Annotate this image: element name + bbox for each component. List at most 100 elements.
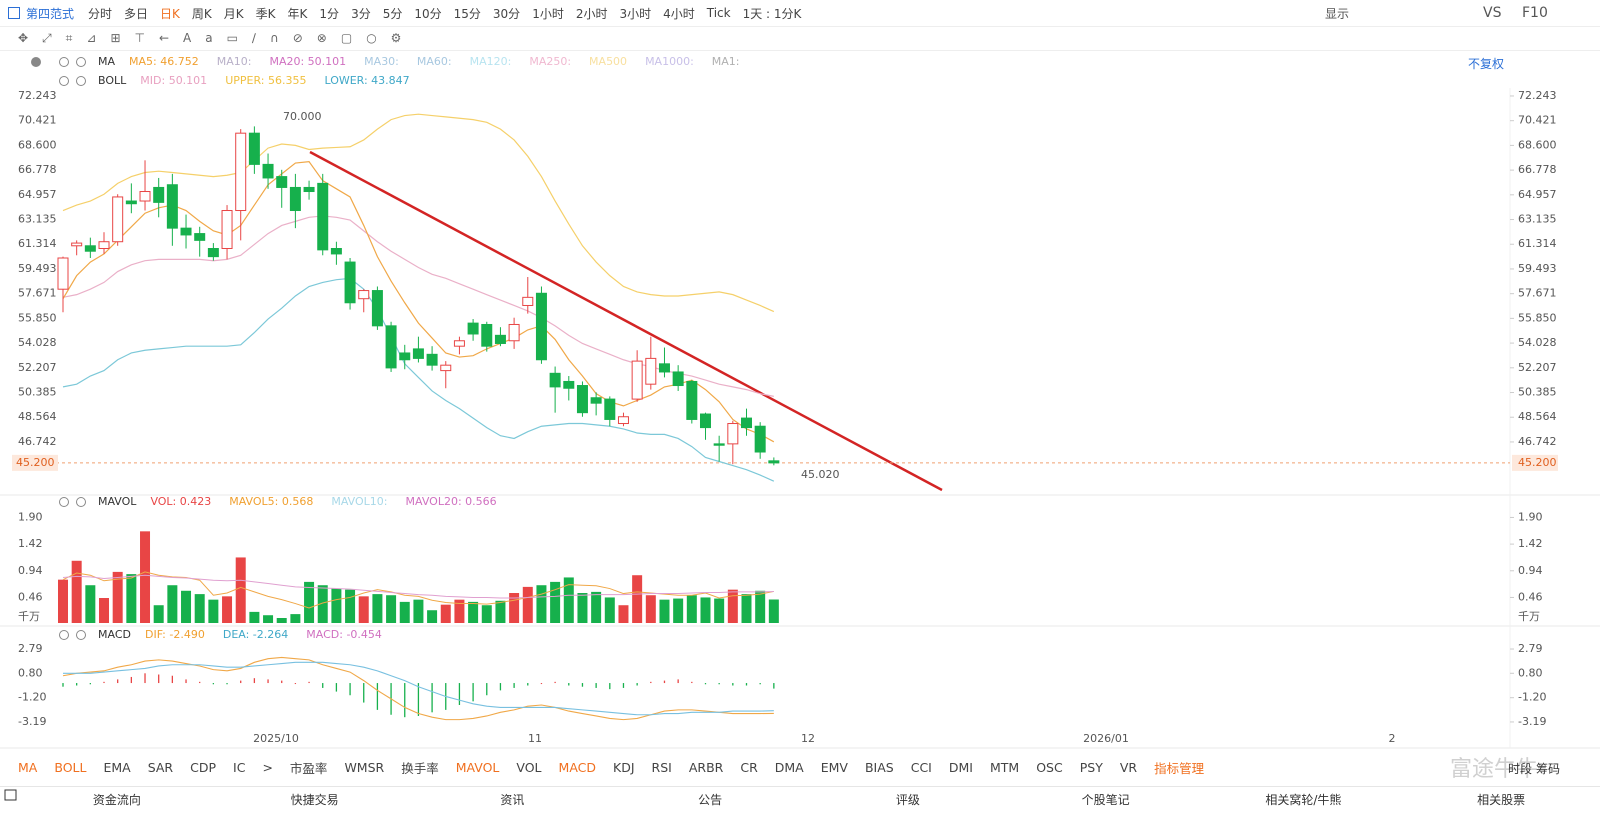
settings-icon <box>59 497 69 507</box>
indicator-tab[interactable]: WMSR <box>344 759 385 775</box>
volume-bar <box>71 560 82 623</box>
indicator-tab[interactable]: KDJ <box>613 759 635 775</box>
indicator-tab[interactable]: DMI <box>948 759 973 775</box>
toolbar-right[interactable]: 显示 <box>1325 6 1350 21</box>
indicator-tab[interactable]: DMA <box>774 759 804 775</box>
candle-body <box>153 186 165 203</box>
period-tab[interactable]: 1小时 <box>532 6 564 21</box>
candle-body <box>125 200 137 205</box>
y-tick-label: 50.385 <box>18 386 57 399</box>
indicator-tab[interactable]: CCI <box>910 759 932 775</box>
y-tick-label-right: 1.42 <box>1518 537 1543 550</box>
y-tick-label: 52.207 <box>18 361 57 374</box>
y-tick-label: 1.90 <box>18 510 43 523</box>
y-tick-label-right: 54.028 <box>1518 336 1557 349</box>
y-tick-label: -3.19 <box>18 715 46 728</box>
indicator-tab[interactable]: VR <box>1119 759 1138 775</box>
bottom-tab[interactable]: 资金流向 <box>92 792 141 807</box>
indicator-tab[interactable]: BOLL <box>54 759 87 775</box>
candle-body <box>344 261 356 304</box>
bottom-tab[interactable]: 评级 <box>895 792 920 807</box>
indicator-tab[interactable]: 指标管理 <box>1154 760 1205 776</box>
indicator-tab[interactable]: BIAS <box>864 759 894 775</box>
indicator-tab[interactable]: VOL <box>516 759 542 775</box>
volume-bar <box>686 595 697 623</box>
period-tab[interactable]: 季K <box>255 6 276 21</box>
candle-body <box>98 241 110 250</box>
indicator-tab[interactable]: SAR <box>147 759 174 775</box>
indicator-tab[interactable]: RSI <box>651 759 672 775</box>
indicator-tab[interactable]: EMA <box>103 759 131 775</box>
candle-body <box>631 360 643 400</box>
volume-bar <box>345 589 356 623</box>
period-tab[interactable]: 5分 <box>382 6 403 21</box>
indicator-tab[interactable]: CDP <box>190 759 217 775</box>
bottom-tab[interactable]: 相关股票 <box>1477 792 1526 807</box>
drawing-tools[interactable]: ✥⤢⌗⊿⊞⊤←Aa▭∕∩⊘⊗▢○⚙ <box>18 31 416 45</box>
indicator-tab[interactable]: ARBR <box>688 759 724 775</box>
y-tick-label: 59.493 <box>18 262 57 275</box>
indicator-tab[interactable]: MACD <box>558 759 597 775</box>
indicator-tab[interactable]: IC <box>233 759 246 775</box>
period-tab[interactable]: 3分 <box>351 6 371 21</box>
indicator-line <box>62 161 775 443</box>
period-toolbar: 第四范式 分时 多日 日K 周K 月K 季K 年K 1分 3分 5分 10分 15分 30分 1小时 2小时 3… <box>0 0 1600 27</box>
period-tab[interactable]: 4小时 <box>663 6 695 21</box>
volume-bar <box>645 595 656 623</box>
candle-body <box>727 423 739 445</box>
period-tab[interactable]: 10分 <box>414 6 442 21</box>
symbol[interactable]: 第四范式 <box>26 6 75 21</box>
settings-icon <box>59 57 69 67</box>
period-tab[interactable]: 周K <box>191 6 212 21</box>
period-tab[interactable]: 多日 <box>124 6 149 21</box>
period-tab[interactable]: 15分 <box>453 6 481 21</box>
bottom-tab[interactable]: 相关窝轮/牛熊 <box>1265 792 1342 807</box>
period-tab[interactable]: 分时 <box>88 6 113 21</box>
period-tab[interactable]: 月K <box>223 6 244 21</box>
adjust-mode[interactable]: 不复权 <box>1468 57 1505 71</box>
indicator-tab[interactable]: EMV <box>820 759 848 775</box>
period-tab[interactable]: 1分 <box>319 6 340 21</box>
candle-body <box>180 227 192 236</box>
candle-body <box>303 186 315 193</box>
volume-bar <box>741 594 752 623</box>
indicator-tab[interactable]: PSY <box>1079 759 1103 775</box>
indicator-tab[interactable]: CR <box>740 759 758 775</box>
bottom-tab[interactable]: 公告 <box>698 792 723 807</box>
volume-bar <box>714 598 725 623</box>
indicator-tab[interactable]: MTM <box>989 759 1020 775</box>
side-tab[interactable]: 筹码 <box>1536 762 1561 776</box>
volume-bar <box>577 593 588 623</box>
bottom-tab[interactable]: 个股笔记 <box>1081 792 1130 807</box>
legend-entry: MACD <box>98 628 131 641</box>
legend-entry: LOWER: 43.847 <box>324 74 409 87</box>
period-tab[interactable]: 3小时 <box>619 6 652 21</box>
y-tick-label-right: -3.19 <box>1518 715 1546 728</box>
side-tab[interactable]: 时段 <box>1508 762 1533 776</box>
period-tab[interactable]: Tick <box>706 6 731 20</box>
trend-line[interactable] <box>309 150 943 492</box>
period-tab[interactable]: 年K <box>287 6 308 21</box>
toolbar-right[interactable]: F10 <box>1522 5 1548 21</box>
indicator-tab[interactable]: 市盈率 <box>289 760 328 776</box>
panel-icon[interactable] <box>4 789 17 801</box>
indicator-tab[interactable]: > <box>262 759 273 775</box>
period-tab[interactable]: 日K <box>160 6 180 21</box>
bottom-tab[interactable]: 快捷交易 <box>290 792 339 807</box>
collapse-icon[interactable] <box>31 57 41 67</box>
indicator-tab[interactable]: 换手率 <box>401 760 439 776</box>
indicator-tab[interactable]: OSC <box>1036 759 1063 775</box>
volume-bar <box>126 574 137 623</box>
indicator-tab[interactable]: MA <box>18 759 38 775</box>
toolbar-right[interactable]: VS <box>1483 5 1502 21</box>
drawing-toolbar: ✥⤢⌗⊿⊞⊤←Aa▭∕∩⊘⊗▢○⚙ <box>0 27 1600 51</box>
bottom-tab[interactable]: 资讯 <box>500 792 525 807</box>
volume-bar <box>468 601 479 623</box>
period-tab[interactable]: 1天 : 1分K <box>742 6 802 21</box>
indicator-tab[interactable]: MAVOL <box>455 759 500 775</box>
period-tab[interactable]: 30分 <box>492 6 521 21</box>
settings-icon <box>76 630 86 640</box>
legend-entry: MA250: <box>529 55 571 68</box>
y-tick-label: 0.80 <box>18 666 43 679</box>
period-tab[interactable]: 2小时 <box>575 6 608 21</box>
